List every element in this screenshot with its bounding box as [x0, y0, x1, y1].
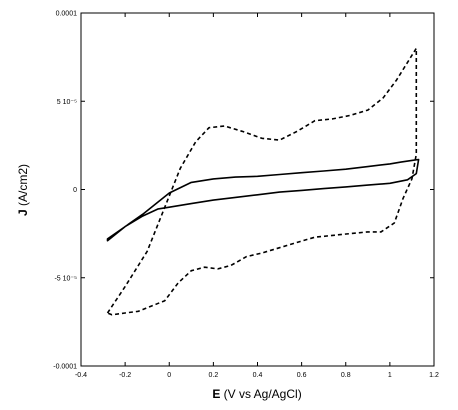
dashed-cv-curve [106, 47, 418, 316]
plot-frame [80, 12, 435, 367]
y-axis-title-unit: (A/cm2) [16, 164, 30, 209]
x-tick-label: 0.6 [297, 372, 307, 379]
x-axis-title: E (V vs Ag/AgCl) [212, 387, 301, 401]
x-axis-title-symbol: E [212, 387, 220, 401]
x-tick-label: 0 [167, 372, 171, 379]
axis-ticks: -0.4 -0.2 0 0.2 0.4 0.6 0.8 1 1.2 0.0001 5 10⁻⁵ 0 -5… [53, 11, 439, 380]
solid-cv-curve [106, 158, 420, 242]
x-tick-label: 0.4 [253, 372, 263, 379]
x-tick-label: 0.2 [209, 372, 219, 379]
x-tick-label: -0.4 [75, 372, 87, 379]
y-tick-label: 0.0001 [56, 11, 78, 18]
y-axis-title-symbol: J [16, 209, 30, 216]
series-layer [106, 47, 420, 316]
x-tick-label: 1 [388, 372, 392, 379]
y-axis-title: J (A/cm2) [16, 164, 30, 216]
x-tick-label: -0.2 [119, 372, 131, 379]
x-axis-title-unit: (V vs Ag/AgCl) [220, 387, 301, 401]
y-tick-label: 5 10⁻⁵ [57, 99, 77, 106]
x-tick-label: 0.8 [341, 372, 351, 379]
y-tick-label: 0 [73, 187, 77, 194]
y-tick-label: -5 10⁻⁵ [54, 275, 77, 282]
x-tick-label: 1.2 [429, 372, 439, 379]
y-tick-label: -0.0001 [53, 364, 77, 371]
